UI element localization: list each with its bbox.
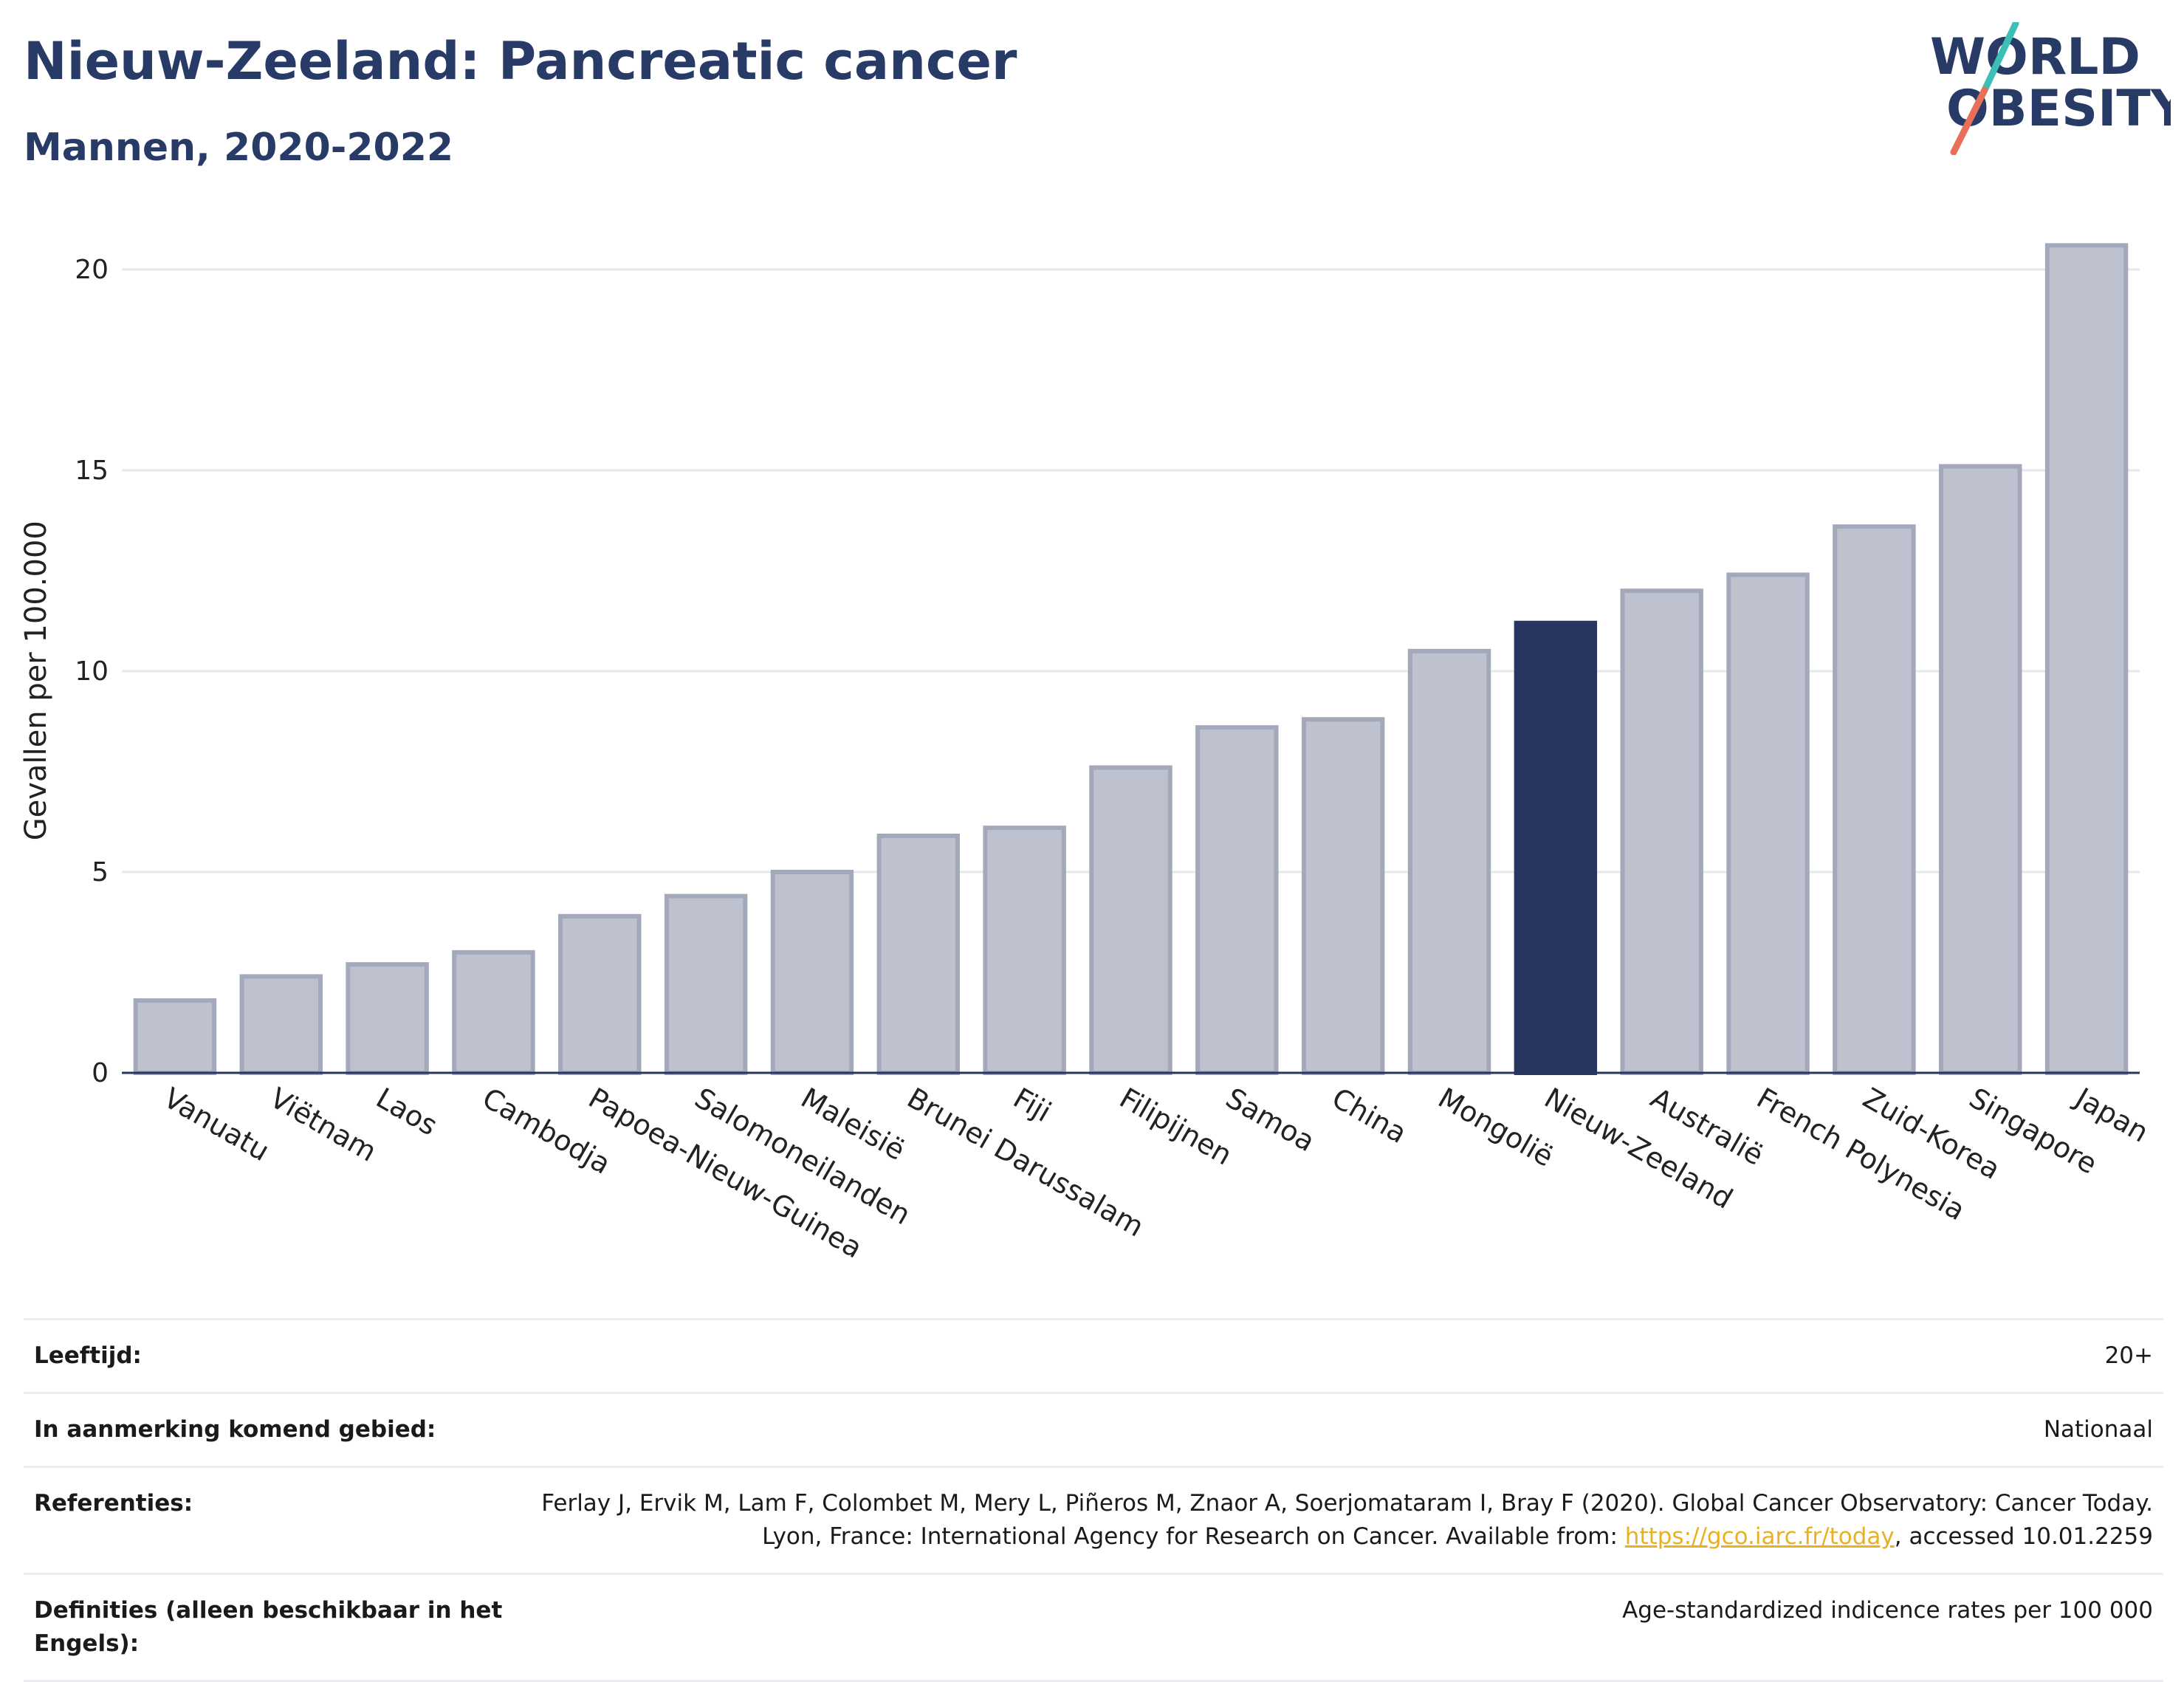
logo-slash-bottom [1950, 86, 1988, 155]
bar-filipijnen[interactable] [1089, 765, 1172, 1075]
bar-mongoli-[interactable] [1407, 648, 1491, 1075]
x-category-label: Laos [371, 1082, 443, 1142]
bar-nieuw-zeeland[interactable] [1514, 620, 1598, 1075]
references-label: Referenties: [34, 1489, 193, 1517]
area-value: Nationaal [2043, 1415, 2153, 1443]
logo-word-obesity: OBESITY [1946, 80, 2171, 138]
area-label: In aanmerking komend gebied: [34, 1415, 436, 1443]
logo-word-world: WORLD [1930, 28, 2140, 86]
x-category-label: China [1327, 1082, 1412, 1150]
bar-laos[interactable] [346, 962, 429, 1075]
age-value: 20+ [2104, 1342, 2153, 1369]
bar-zuid-korea[interactable] [1833, 524, 1916, 1076]
y-tick-label: 0 [92, 1058, 109, 1088]
age-label: Leeftijd: [34, 1342, 142, 1369]
info-row-references: Referenties: Ferlay J, Ervik M, Lam F, C… [24, 1466, 2163, 1573]
info-row-area: In aanmerking komend gebied: Nationaal [24, 1393, 2163, 1466]
x-category-label: Fiji [1008, 1082, 1057, 1128]
y-tick-labels: 0 5 10 15 20 [75, 255, 109, 1088]
y-tick-label: 5 [92, 857, 109, 888]
info-table: Leeftijd: 20+ In aanmerking komend gebie… [24, 1318, 2163, 1682]
chart-subtitle: Mannen, 2020-2022 [24, 126, 454, 170]
references-link[interactable]: https://gco.iarc.fr/today [1624, 1523, 1895, 1550]
bar-fiji[interactable] [983, 825, 1066, 1075]
info-row-definitions: Definities (alleen beschikbaar in het En… [24, 1573, 2163, 1681]
y-tick-label: 10 [75, 656, 109, 687]
x-category-label: Nieuw-Zeeland [1539, 1082, 1738, 1215]
definitions-label: Definities (alleen beschikbaar in het En… [34, 1596, 503, 1657]
bar-singapore[interactable] [1939, 464, 2022, 1075]
bar-brunei-darussalam[interactable] [876, 834, 961, 1075]
bar-papoea-nieuw-guinea[interactable] [558, 913, 642, 1076]
bar-cambodja[interactable] [452, 950, 535, 1076]
bar-maleisi-[interactable] [770, 870, 854, 1075]
definitions-value: Age-standardized indicence rates per 100… [1622, 1596, 2153, 1624]
y-tick-label: 15 [75, 456, 109, 486]
bar-samoa[interactable] [1195, 725, 1279, 1075]
info-row-age: Leeftijd: 20+ [24, 1319, 2163, 1393]
chart-title: Nieuw-Zeeland: Pancreatic cancer [24, 31, 1017, 92]
bars [133, 243, 2129, 1076]
bar-salomoneilanden[interactable] [664, 893, 748, 1076]
bar-french-polynesia[interactable] [1726, 572, 1810, 1075]
references-value: Ferlay J, Ervik M, Lam F, Colombet M, Me… [517, 1466, 2163, 1573]
bar-japan[interactable] [2044, 243, 2129, 1076]
y-tick-label: 20 [75, 255, 109, 285]
y-axis-title: Gevallen per 100.000 [19, 521, 53, 840]
bar-vi-tnam[interactable] [239, 974, 323, 1075]
x-category-label: Japan [2069, 1081, 2154, 1149]
logo-slash-top [1981, 22, 2019, 94]
references-text-2: , accessed 10.01.2259 [1894, 1523, 2153, 1550]
x-category-label: Mongolië [1433, 1082, 1559, 1173]
x-category-label: Filipijnen [1114, 1082, 1237, 1172]
references-text-1: Ferlay J, Ervik M, Lam F, Colombet M, Me… [541, 1489, 2153, 1550]
bar-vanuatu[interactable] [133, 998, 217, 1075]
x-category-label: Vanuatu [158, 1082, 275, 1167]
x-category-label: Viëtnam [264, 1082, 382, 1168]
bar-australi-[interactable] [1620, 588, 1703, 1075]
bar-china[interactable] [1301, 717, 1385, 1076]
world-obesity-logo: WORLD OBESITY [1930, 22, 2171, 155]
